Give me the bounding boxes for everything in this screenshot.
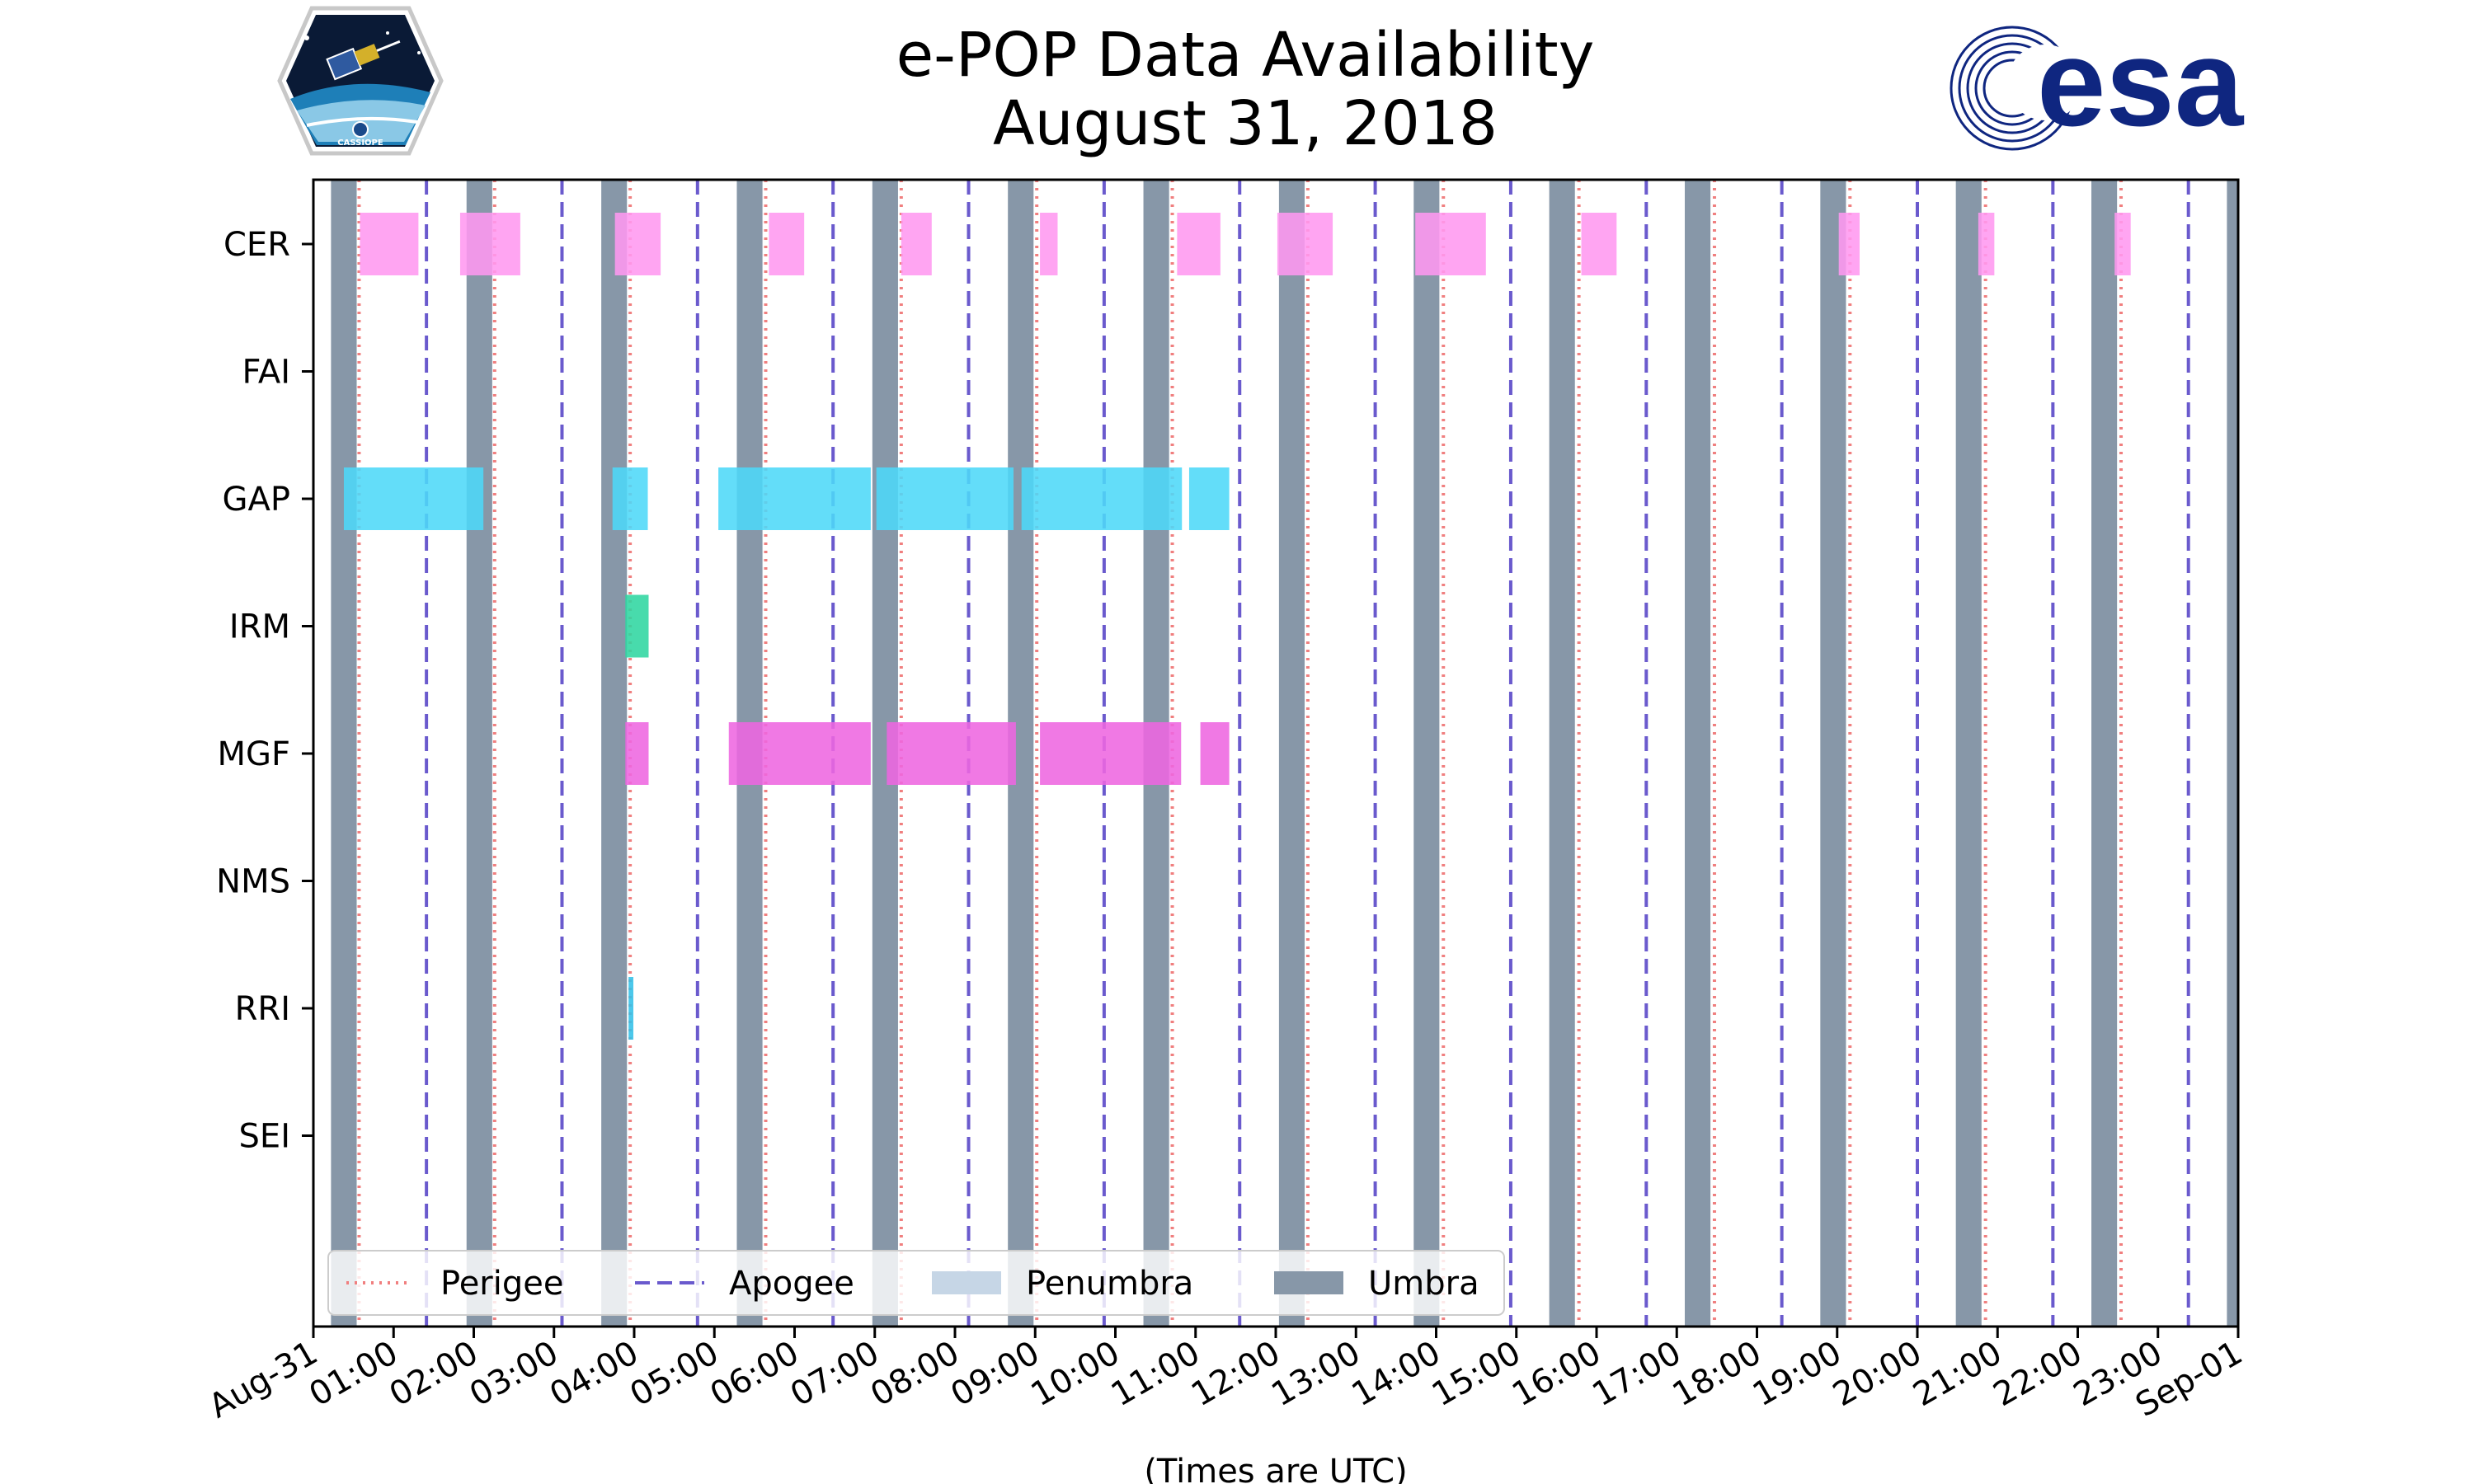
esa-logo: esa <box>1950 13 2245 152</box>
umbra-band <box>1955 180 1982 1327</box>
x-tick-label: 04:00 <box>543 1334 645 1414</box>
x-tick-label: 12:00 <box>1185 1334 1286 1414</box>
y-tick-label: CER <box>223 226 290 264</box>
x-tick-label: 11:00 <box>1105 1334 1206 1414</box>
x-axis-label: (Times are UTC) <box>1144 1453 1407 1484</box>
cassiope-mission-logo: CASSIOPE <box>277 6 444 156</box>
legend-label-umbra: Umbra <box>1368 1265 1479 1303</box>
umbra-band <box>1684 180 1711 1327</box>
y-tick-label: RRI <box>235 990 290 1028</box>
y-tick-label: NMS <box>216 863 290 901</box>
umbra-band <box>1413 180 1440 1327</box>
x-tick-label: 21:00 <box>1907 1334 2008 1414</box>
y-tick-label: GAP <box>223 481 290 519</box>
x-tick-label: 03:00 <box>463 1334 565 1414</box>
legend-label-apogee: Apogee <box>729 1265 854 1303</box>
availability-bar-cer <box>2114 213 2131 275</box>
legend-label-penumbra: Penumbra <box>1026 1265 1193 1303</box>
availability-bar-cer <box>1415 213 1486 275</box>
x-tick-label: 07:00 <box>784 1334 886 1414</box>
availability-bar-gap <box>1188 467 1230 530</box>
y-tick-label: MGF <box>217 735 290 773</box>
availability-bar-mgf <box>887 722 1016 785</box>
x-tick-label: 18:00 <box>1667 1334 1768 1414</box>
availability-bar-gap <box>718 467 871 530</box>
x-tick-label: 08:00 <box>864 1334 966 1414</box>
umbra-band <box>331 180 357 1327</box>
availability-bar-mgf <box>728 722 871 785</box>
x-tick-label: 19:00 <box>1747 1334 1848 1414</box>
legend-umbra-swatch <box>1274 1271 1343 1294</box>
availability-bar-cer <box>1581 213 1617 275</box>
umbra-band <box>2227 180 2238 1327</box>
availability-bar-rri <box>628 977 634 1040</box>
x-tick-label: 02:00 <box>383 1334 485 1414</box>
x-tick-label: 20:00 <box>1827 1334 1928 1414</box>
x-tick-label: 06:00 <box>704 1334 806 1414</box>
availability-bar-cer <box>901 213 932 275</box>
availability-bar-gap <box>343 467 484 530</box>
y-axis: CER FAI GAP IRM MGF NMS RRI SEI <box>216 226 313 1156</box>
legend-label-perigee: Perigee <box>440 1265 563 1303</box>
x-tick-label: 17:00 <box>1586 1334 1687 1414</box>
x-tick-label: 13:00 <box>1265 1334 1366 1414</box>
availability-bar-mgf <box>625 722 649 785</box>
x-tick-label: 16:00 <box>1506 1334 1607 1414</box>
availability-bar-cer <box>360 213 419 275</box>
x-tick-label: 01:00 <box>303 1334 404 1414</box>
x-tick-label: 15:00 <box>1426 1334 1527 1414</box>
x-tick-label: 09:00 <box>944 1334 1046 1414</box>
x-tick-label: 10:00 <box>1025 1334 1126 1414</box>
umbra-band <box>466 180 492 1327</box>
availability-bar-cer <box>614 213 661 275</box>
legend: Perigee Apogee Penumbra Umbra <box>327 1250 1505 1316</box>
availability-bar-cer <box>459 213 520 275</box>
umbra-band <box>601 180 628 1327</box>
availability-bar-cer <box>1040 213 1058 275</box>
chart-title-line-1: e-POP Data Availability <box>896 20 1595 91</box>
esa-logo-text: esa <box>2037 13 2245 152</box>
y-tick-label: FAI <box>242 354 291 392</box>
x-tick-label: 05:00 <box>623 1334 725 1414</box>
umbra-band <box>1549 180 1575 1327</box>
umbra-band <box>2091 180 2118 1327</box>
availability-bar-cer <box>769 213 805 275</box>
chart-title-line-2: August 31, 2018 <box>993 88 1498 159</box>
cassiope-logo-text: CASSIOPE <box>337 139 383 148</box>
availability-bar-gap <box>612 467 648 530</box>
legend-box <box>327 1250 1505 1316</box>
y-tick-label: IRM <box>229 608 290 646</box>
availability-bar-gap <box>1021 467 1183 530</box>
availability-bar-cer <box>1978 213 1995 275</box>
x-tick-label: 14:00 <box>1346 1334 1447 1414</box>
availability-bar-gap <box>876 467 1014 530</box>
availability-bar-cer <box>1177 213 1221 275</box>
availability-bar-mgf <box>1040 722 1182 785</box>
umbra-band <box>1820 180 1846 1327</box>
x-tick-label: 22:00 <box>1987 1334 2089 1414</box>
availability-bar-mgf <box>1200 722 1230 785</box>
legend-penumbra-swatch <box>932 1271 1001 1294</box>
umbra-band <box>1278 180 1305 1327</box>
availability-bar-cer <box>1838 213 1860 275</box>
availability-bar-cer <box>1277 213 1333 275</box>
x-axis: Aug-3101:0002:0003:0004:0005:0006:0007:0… <box>203 1327 2249 1425</box>
y-tick-label: SEI <box>239 1118 290 1156</box>
availability-bar-irm <box>625 594 649 658</box>
plot-area <box>331 180 2238 1327</box>
